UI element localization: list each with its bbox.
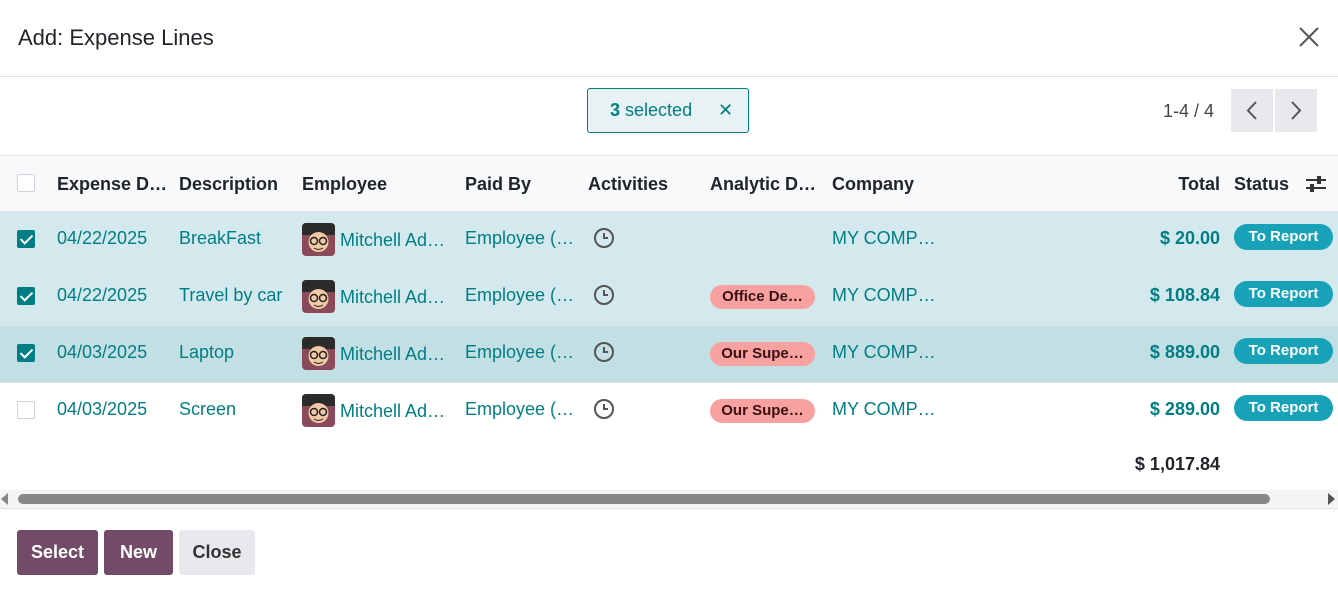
avatar [302, 223, 335, 256]
column-header[interactable]: Expense D… [57, 174, 168, 194]
table-row[interactable] [0, 268, 1338, 325]
description: Travel by car [179, 285, 283, 305]
analytic-tag: Our Supe… [710, 342, 815, 366]
pager-prev[interactable] [1231, 89, 1273, 132]
column-header[interactable]: Status [1234, 174, 1290, 194]
table-row[interactable] [0, 325, 1338, 382]
company: MY COMP… [832, 285, 936, 305]
row-checkbox[interactable] [17, 287, 35, 305]
scrollbar[interactable] [0, 490, 1338, 508]
status-badge: To Report [1234, 338, 1333, 364]
expense-date: 04/22/2025 [57, 228, 148, 248]
column-header[interactable]: Description [179, 174, 279, 194]
total: $ 289.00 [1149, 399, 1220, 419]
description: Screen [179, 399, 237, 419]
status-badge: To Report [1234, 281, 1333, 307]
row-checkbox[interactable] [17, 401, 35, 419]
row-checkbox[interactable] [17, 344, 35, 362]
divider [0, 508, 1338, 509]
activity-icon[interactable] [593, 398, 615, 425]
selected-count: 3 [610, 100, 621, 120]
footer-total: $ 1,017.84 [1134, 454, 1220, 474]
employee: Mitchell Ad… [340, 401, 446, 421]
column-header[interactable]: Analytic D… [710, 174, 817, 194]
expense-date: 04/03/2025 [57, 342, 148, 362]
selected-label: selected [625, 100, 693, 120]
employee: Mitchell Ad… [340, 230, 446, 250]
total: $ 889.00 [1149, 342, 1220, 362]
paid-by: Employee (… [465, 342, 575, 362]
avatar [302, 280, 335, 313]
paid-by: Employee (… [465, 399, 575, 419]
status-badge: To Report [1234, 395, 1333, 421]
company: MY COMP… [832, 228, 936, 248]
optional-columns-icon[interactable] [1306, 175, 1326, 198]
pager: 1-4 / 4 [1163, 101, 1215, 121]
clear-selection[interactable]: ✕ [718, 100, 734, 120]
pager-next[interactable] [1275, 89, 1317, 132]
total: $ 20.00 [1159, 228, 1220, 248]
column-header[interactable]: Paid By [465, 174, 532, 194]
button[interactable]: Close [179, 530, 255, 575]
button[interactable]: New [104, 530, 173, 575]
avatar [302, 337, 335, 370]
employee: Mitchell Ad… [340, 344, 446, 364]
expense-date: 04/03/2025 [57, 399, 148, 419]
button[interactable]: Select [17, 530, 98, 575]
paid-by: Employee (… [465, 228, 575, 248]
description: BreakFast [179, 228, 262, 248]
table-row[interactable] [0, 211, 1338, 268]
close-icon[interactable] [1298, 26, 1320, 48]
activity-icon[interactable] [593, 341, 615, 368]
table-row[interactable] [0, 382, 1338, 439]
row-checkbox[interactable] [17, 230, 35, 248]
table-header [0, 155, 1338, 212]
column-header[interactable]: Company [832, 174, 915, 194]
paid-by: Employee (… [465, 285, 575, 305]
analytic-tag: Our Supe… [710, 399, 815, 423]
employee: Mitchell Ad… [340, 287, 446, 307]
status-badge: To Report [1234, 224, 1333, 250]
total: $ 108.84 [1149, 285, 1220, 305]
dialog-title: Add: Expense Lines [18, 25, 214, 50]
company: MY COMP… [832, 342, 936, 362]
column-header[interactable]: Total [1178, 174, 1220, 194]
analytic-tag: Office De… [710, 285, 815, 309]
column-header[interactable]: Activities [588, 174, 669, 194]
header-checkbox[interactable] [17, 174, 35, 192]
column-header[interactable]: Employee [302, 174, 388, 194]
description: Laptop [179, 342, 235, 362]
company: MY COMP… [832, 399, 936, 419]
activity-icon[interactable] [593, 284, 615, 311]
activity-icon[interactable] [593, 227, 615, 254]
expense-date: 04/22/2025 [57, 285, 148, 305]
avatar [302, 394, 335, 427]
selection-badge[interactable]: 3 selected ✕ [587, 88, 749, 133]
divider [0, 76, 1338, 77]
